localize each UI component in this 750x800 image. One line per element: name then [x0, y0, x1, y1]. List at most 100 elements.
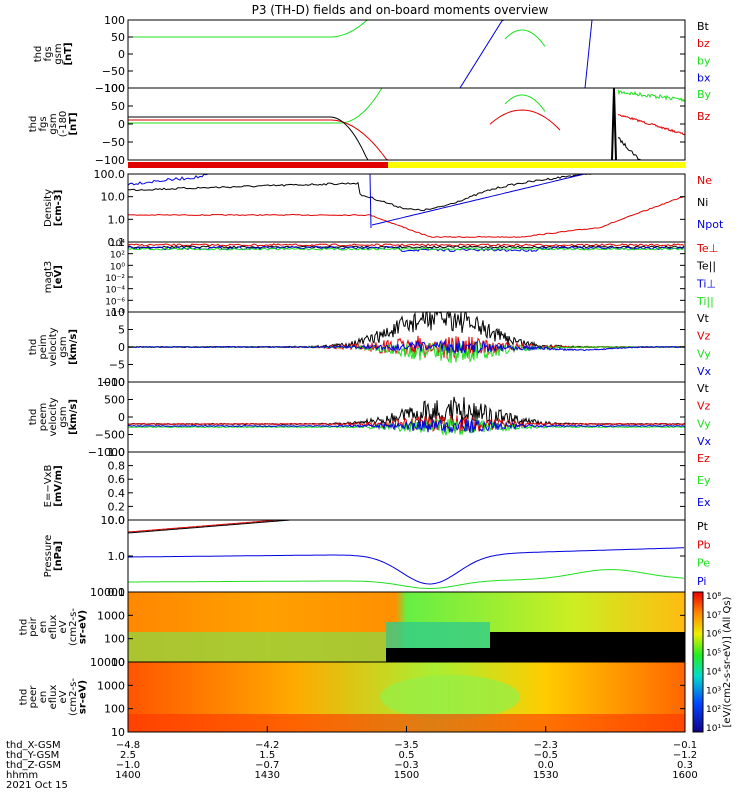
y-tick-label: 0.8 [108, 460, 126, 473]
y-tick-label: 100 [104, 82, 125, 95]
legend-Pe: Pe [697, 557, 710, 570]
y-axis-label: gsm [58, 336, 69, 357]
y-axis-label: gsm [58, 406, 69, 427]
x-tick-label: −3.5 [394, 740, 418, 751]
y-axis-label: thd [28, 409, 39, 426]
y-tick-label: 10 [111, 306, 125, 319]
x-tick-label: 1430 [255, 770, 280, 781]
y-tick-label: −100 [95, 82, 125, 95]
panel-frame-temp [127, 241, 686, 313]
spectrogram-gap [386, 648, 685, 662]
legend-Bt: Bt [697, 20, 710, 33]
colorbar-tick-label: 10⁸ [706, 592, 721, 602]
legend-Vx: Vx [697, 365, 712, 378]
legend-bx: bx [697, 71, 711, 84]
legend-Ti⊥: Ti⊥ [696, 277, 716, 290]
y-tick-label: 5 [118, 324, 125, 337]
y-axis-label: (cm2-s- [68, 608, 79, 646]
trace-Pb [127, 519, 290, 533]
y-axis-label: fgs [43, 46, 54, 61]
y-tick-label: −10 [102, 376, 125, 389]
legend-Bz: Bz [697, 110, 711, 123]
y-axis-label: [km/s] [68, 399, 79, 435]
colorbar-tick-label: 10³ [706, 686, 721, 696]
y-axis-label: eflux [48, 615, 59, 640]
y-axis-label: [nT] [68, 112, 79, 135]
x-tick-label: −0.5 [534, 750, 558, 761]
legend-Vz: Vz [697, 400, 711, 413]
y-axis-label: (-180 [58, 111, 69, 138]
x-tick-label: −4.8 [116, 740, 140, 751]
trace-by [504, 29, 546, 47]
y-axis-label: gsm [48, 113, 59, 134]
trace-Bt [611, 87, 617, 161]
spectrogram-core [380, 675, 520, 719]
trace-Npot [369, 173, 372, 229]
y-axis-label: [mV/m] [53, 465, 64, 506]
legend-Ni: Ni [697, 196, 708, 209]
y-tick-label: 10 [111, 726, 125, 739]
trace-By [128, 87, 400, 124]
y-axis-label: [nPa] [53, 541, 64, 571]
x-tick-label: 0.3 [677, 760, 693, 771]
trace-Ni [127, 173, 684, 212]
panel-frame-density [127, 173, 686, 243]
legend-Te||: Te|| [696, 260, 716, 273]
x-tick-label: 2.5 [120, 750, 136, 761]
trace-Npot [127, 173, 232, 186]
y-tick-label: 0.6 [108, 473, 126, 486]
y-axis-label: sr-eV) [78, 610, 89, 644]
y-tick-label: 10.0 [101, 191, 126, 204]
x-tick-label: 1600 [672, 770, 697, 781]
y-tick-label: 1000 [97, 679, 125, 692]
legend-Ne: Ne [697, 174, 712, 187]
trace-Pt [127, 519, 291, 534]
legend-bz: bz [697, 37, 710, 50]
y-axis-label: en [38, 691, 49, 704]
y-axis-label: peem [38, 403, 49, 431]
y-tick-label: −100 [95, 154, 125, 167]
y-axis-label: eflux [48, 685, 59, 710]
x-tick-label: 0.5 [399, 750, 415, 761]
y-tick-label: 0 [118, 411, 125, 424]
y-tick-label: 50 [111, 31, 125, 44]
trace-Ti-par [127, 247, 685, 251]
y-axis-label: sr-eV) [78, 680, 89, 714]
legend-by: by [697, 54, 711, 67]
spectrogram-band [128, 632, 386, 662]
chart-title: P3 (TH-D) fields and on-board moments ov… [252, 3, 549, 17]
trace-Ne [199, 196, 685, 239]
y-tick-label: 0.0 [108, 514, 126, 527]
mode-bar-slow [388, 162, 685, 168]
colorbar-label: [eV/(cm2-s-sr-eV)] (All Qs) [722, 596, 733, 727]
y-tick-label: −50 [102, 65, 125, 78]
y-axis-label: velocity [48, 397, 59, 436]
colorbar-tick-label: 10⁴ [706, 667, 721, 677]
trace-Bt [617, 137, 660, 161]
y-tick-label: 0.1 [108, 586, 126, 599]
y-tick-label: 10000 [90, 586, 125, 599]
y-tick-label: 100 [104, 703, 125, 716]
y-tick-label: 100.0 [94, 168, 126, 181]
y-axis-label: peim [38, 334, 49, 359]
trace-by [128, 19, 400, 38]
y-axis-label: en [38, 621, 49, 634]
trace-By [617, 89, 686, 103]
y-tick-label: 0.2 [108, 500, 126, 513]
trace-Vy [127, 416, 685, 437]
legend-Vy: Vy [697, 417, 711, 430]
x-tick-label: −2.3 [534, 740, 558, 751]
legend-Pi: Pi [697, 575, 706, 588]
trace-Pe [128, 569, 685, 589]
x-tick-label: 1500 [394, 770, 419, 781]
y-tick-label: 500 [104, 394, 125, 407]
x-axis-row-name: thd_Y-GSM [6, 750, 59, 761]
y-axis-label: E=−VxB [43, 465, 54, 508]
spectrogram-band [386, 622, 490, 648]
x-tick-label: −0.1 [673, 740, 697, 751]
legend-Vy: Vy [697, 347, 711, 360]
y-tick-label: 0 [118, 341, 125, 354]
legend-Te⊥: Te⊥ [696, 242, 718, 255]
y-tick-label: 10⁰ [110, 262, 125, 272]
